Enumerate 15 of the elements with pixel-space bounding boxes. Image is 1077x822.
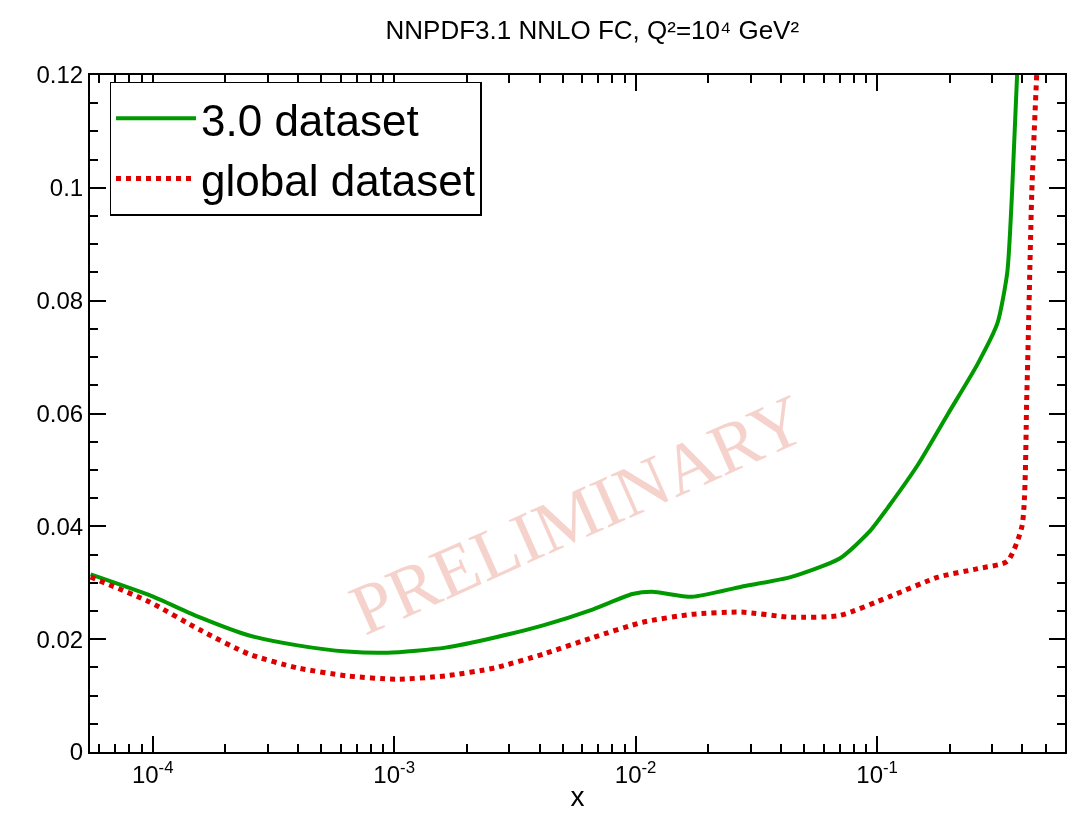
- y-tick-label: 0.02: [36, 625, 84, 653]
- legend-label: global dataset: [201, 155, 475, 205]
- y-tick-label: 0.1: [49, 174, 84, 202]
- x-tick-label: 10$^{-2}$: [614, 757, 657, 788]
- y-tick-label: 0: [69, 738, 84, 766]
- legend-label: 3.0 dataset: [201, 95, 419, 145]
- y-tick-label: 0.08: [36, 287, 84, 315]
- x-tick-label: 10$^{-1}$: [856, 757, 898, 788]
- x-axis-title: x: [570, 781, 585, 813]
- y-tick-label: 0.12: [36, 61, 84, 89]
- y-tick-label: 0.06: [36, 399, 84, 427]
- x-tick-label: 10$^{-4}$: [131, 757, 174, 788]
- x-tick-label: 10$^{-3}$: [373, 757, 415, 788]
- chart-title: NNPDF3.1 NNLO FC, Q²=10⁴ GeV²: [385, 14, 800, 45]
- y-tick-label: 0.04: [36, 512, 84, 540]
